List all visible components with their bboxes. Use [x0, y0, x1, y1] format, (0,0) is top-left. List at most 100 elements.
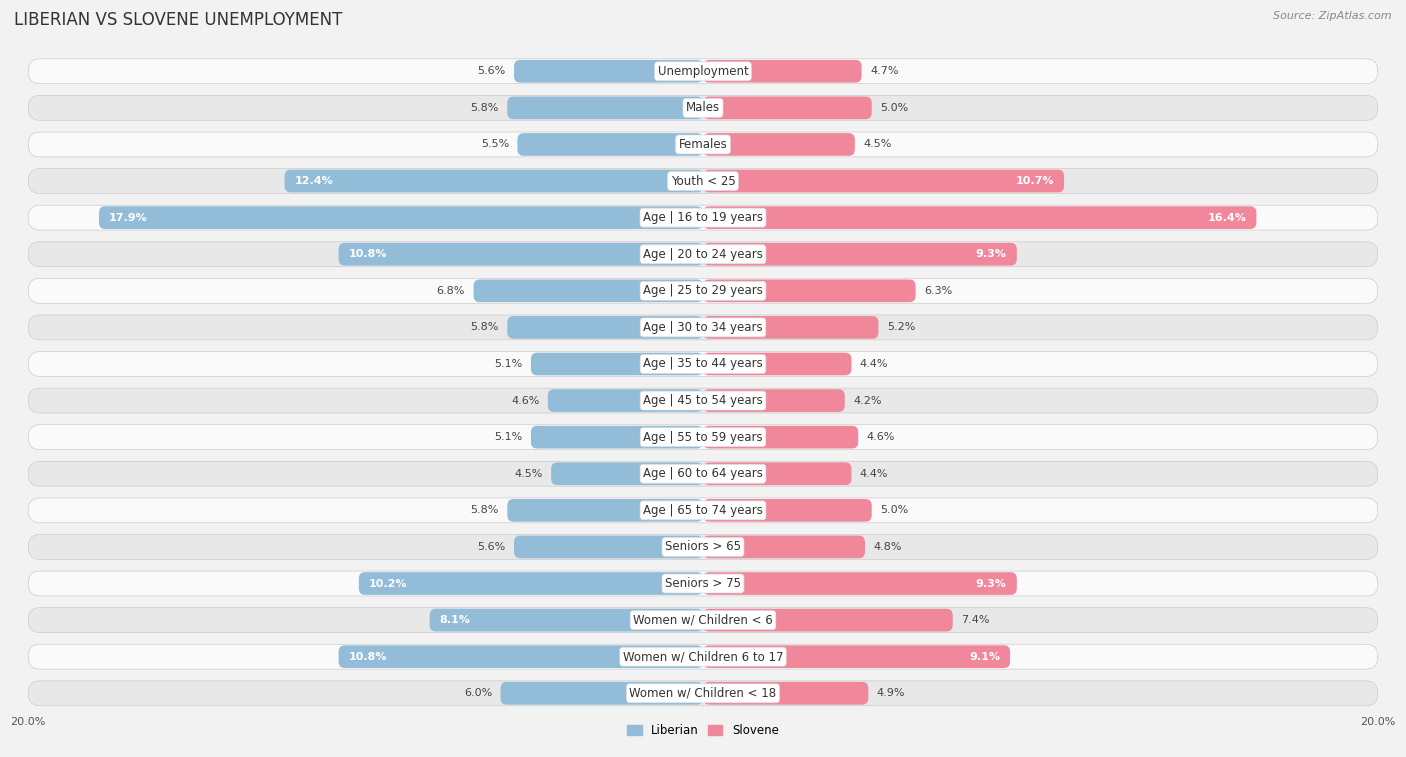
Legend: Liberian, Slovene: Liberian, Slovene [623, 719, 783, 742]
FancyBboxPatch shape [703, 389, 845, 412]
Text: 5.0%: 5.0% [880, 506, 908, 516]
FancyBboxPatch shape [28, 608, 1378, 633]
FancyBboxPatch shape [508, 316, 703, 338]
Text: 17.9%: 17.9% [110, 213, 148, 223]
FancyBboxPatch shape [28, 498, 1378, 523]
FancyBboxPatch shape [515, 60, 703, 83]
Text: Age | 20 to 24 years: Age | 20 to 24 years [643, 248, 763, 260]
Text: 9.3%: 9.3% [976, 578, 1007, 588]
FancyBboxPatch shape [703, 316, 879, 338]
Text: 4.6%: 4.6% [510, 396, 540, 406]
Text: 6.3%: 6.3% [924, 286, 952, 296]
FancyBboxPatch shape [28, 95, 1378, 120]
FancyBboxPatch shape [28, 169, 1378, 194]
Text: Youth < 25: Youth < 25 [671, 175, 735, 188]
FancyBboxPatch shape [703, 60, 862, 83]
FancyBboxPatch shape [515, 536, 703, 558]
Text: Age | 25 to 29 years: Age | 25 to 29 years [643, 285, 763, 298]
FancyBboxPatch shape [703, 207, 1257, 229]
Text: 8.1%: 8.1% [440, 615, 471, 625]
FancyBboxPatch shape [703, 463, 852, 485]
Text: Women w/ Children 6 to 17: Women w/ Children 6 to 17 [623, 650, 783, 663]
FancyBboxPatch shape [703, 682, 869, 705]
Text: 5.8%: 5.8% [471, 322, 499, 332]
FancyBboxPatch shape [548, 389, 703, 412]
Text: 16.4%: 16.4% [1208, 213, 1246, 223]
FancyBboxPatch shape [28, 681, 1378, 706]
FancyBboxPatch shape [28, 425, 1378, 450]
FancyBboxPatch shape [703, 353, 852, 375]
Text: 4.4%: 4.4% [860, 469, 889, 478]
Text: 9.1%: 9.1% [969, 652, 1000, 662]
Text: Unemployment: Unemployment [658, 65, 748, 78]
Text: LIBERIAN VS SLOVENE UNEMPLOYMENT: LIBERIAN VS SLOVENE UNEMPLOYMENT [14, 11, 343, 30]
Text: 5.0%: 5.0% [880, 103, 908, 113]
Text: Age | 35 to 44 years: Age | 35 to 44 years [643, 357, 763, 370]
FancyBboxPatch shape [430, 609, 703, 631]
FancyBboxPatch shape [28, 461, 1378, 486]
Text: 4.9%: 4.9% [877, 688, 905, 698]
Text: 12.4%: 12.4% [295, 176, 333, 186]
Text: 5.6%: 5.6% [478, 67, 506, 76]
Text: 10.8%: 10.8% [349, 249, 387, 259]
Text: 10.8%: 10.8% [349, 652, 387, 662]
FancyBboxPatch shape [531, 426, 703, 448]
FancyBboxPatch shape [28, 534, 1378, 559]
FancyBboxPatch shape [284, 170, 703, 192]
FancyBboxPatch shape [28, 388, 1378, 413]
Text: 4.6%: 4.6% [866, 432, 896, 442]
FancyBboxPatch shape [28, 241, 1378, 266]
FancyBboxPatch shape [703, 572, 1017, 595]
Text: Age | 60 to 64 years: Age | 60 to 64 years [643, 467, 763, 480]
FancyBboxPatch shape [28, 59, 1378, 84]
Text: 5.8%: 5.8% [471, 103, 499, 113]
Text: Age | 45 to 54 years: Age | 45 to 54 years [643, 394, 763, 407]
FancyBboxPatch shape [28, 132, 1378, 157]
Text: Females: Females [679, 138, 727, 151]
Text: Source: ZipAtlas.com: Source: ZipAtlas.com [1274, 11, 1392, 21]
Text: Age | 16 to 19 years: Age | 16 to 19 years [643, 211, 763, 224]
FancyBboxPatch shape [501, 682, 703, 705]
FancyBboxPatch shape [703, 499, 872, 522]
Text: 5.6%: 5.6% [478, 542, 506, 552]
Text: 9.3%: 9.3% [976, 249, 1007, 259]
Text: Age | 65 to 74 years: Age | 65 to 74 years [643, 504, 763, 517]
FancyBboxPatch shape [28, 315, 1378, 340]
FancyBboxPatch shape [28, 279, 1378, 304]
FancyBboxPatch shape [703, 133, 855, 156]
Text: 4.7%: 4.7% [870, 67, 898, 76]
FancyBboxPatch shape [551, 463, 703, 485]
FancyBboxPatch shape [531, 353, 703, 375]
Text: 4.5%: 4.5% [863, 139, 891, 149]
Text: 5.1%: 5.1% [495, 359, 523, 369]
FancyBboxPatch shape [28, 351, 1378, 376]
FancyBboxPatch shape [508, 499, 703, 522]
Text: 6.8%: 6.8% [437, 286, 465, 296]
Text: 6.0%: 6.0% [464, 688, 492, 698]
FancyBboxPatch shape [474, 279, 703, 302]
Text: Age | 55 to 59 years: Age | 55 to 59 years [643, 431, 763, 444]
Text: Women w/ Children < 6: Women w/ Children < 6 [633, 614, 773, 627]
Text: Seniors > 65: Seniors > 65 [665, 540, 741, 553]
FancyBboxPatch shape [508, 97, 703, 119]
FancyBboxPatch shape [703, 243, 1017, 266]
FancyBboxPatch shape [703, 609, 953, 631]
FancyBboxPatch shape [28, 644, 1378, 669]
Text: 5.5%: 5.5% [481, 139, 509, 149]
Text: 4.4%: 4.4% [860, 359, 889, 369]
FancyBboxPatch shape [98, 207, 703, 229]
FancyBboxPatch shape [339, 243, 703, 266]
Text: 10.7%: 10.7% [1015, 176, 1054, 186]
FancyBboxPatch shape [703, 646, 1010, 668]
FancyBboxPatch shape [28, 571, 1378, 596]
Text: Women w/ Children < 18: Women w/ Children < 18 [630, 687, 776, 699]
Text: 7.4%: 7.4% [962, 615, 990, 625]
FancyBboxPatch shape [703, 170, 1064, 192]
FancyBboxPatch shape [703, 426, 858, 448]
FancyBboxPatch shape [517, 133, 703, 156]
Text: 4.8%: 4.8% [873, 542, 901, 552]
FancyBboxPatch shape [703, 97, 872, 119]
Text: 5.8%: 5.8% [471, 506, 499, 516]
Text: 10.2%: 10.2% [368, 578, 408, 588]
FancyBboxPatch shape [703, 279, 915, 302]
